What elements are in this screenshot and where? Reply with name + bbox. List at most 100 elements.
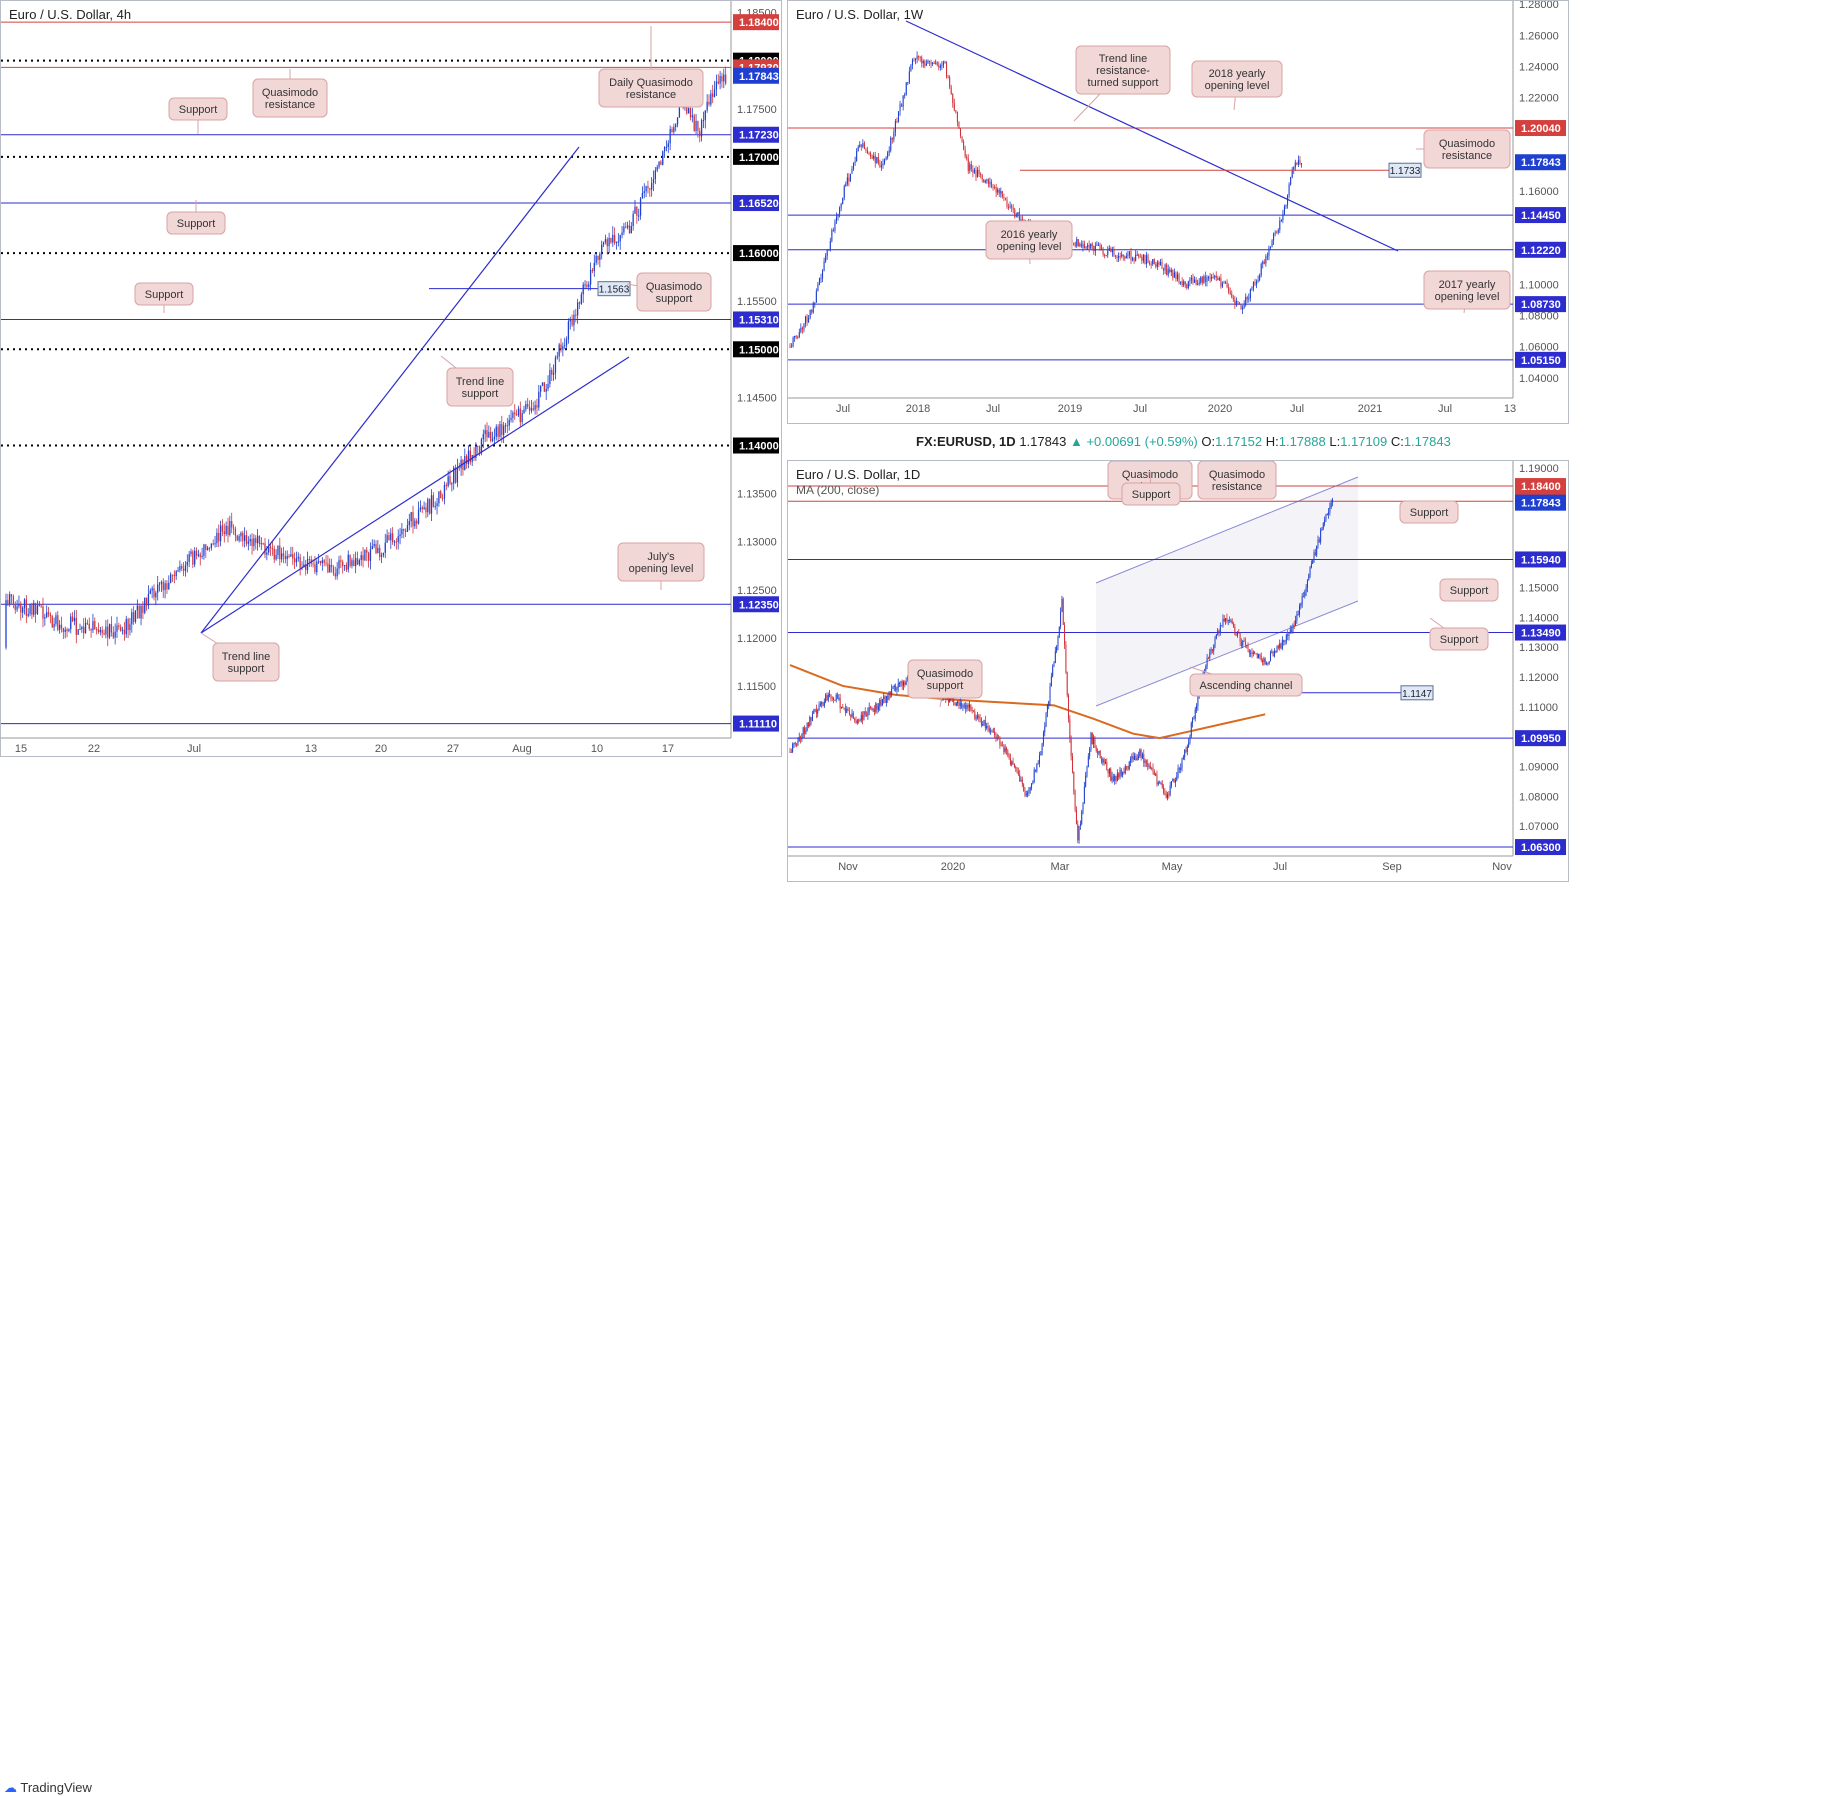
candle-body xyxy=(879,163,881,168)
candle-body xyxy=(375,543,377,554)
candle-body xyxy=(1285,634,1287,642)
candle-body xyxy=(1078,825,1080,841)
candle-body xyxy=(828,249,830,251)
level-tag-bg xyxy=(733,341,779,358)
h4-chart-svg[interactable]: 1.185001.175001.165001.155001.145001.135… xyxy=(1,1,781,756)
candle-body xyxy=(1082,803,1084,812)
candle-body xyxy=(1283,639,1285,643)
value-tag-bg xyxy=(1400,685,1434,701)
callout-text-line: Support xyxy=(1410,507,1449,519)
candle-body xyxy=(1148,766,1150,768)
candle-body xyxy=(199,554,201,557)
candle-body xyxy=(1098,750,1100,754)
candle-body xyxy=(991,730,993,732)
callout-box xyxy=(1423,270,1511,310)
candle-body xyxy=(527,403,529,407)
level-tag-bg xyxy=(1515,551,1566,568)
level-tag-bg xyxy=(733,245,779,262)
x-tick-label: Jul xyxy=(1273,861,1287,873)
candle-body xyxy=(1309,567,1311,575)
d1-chart-svg[interactable]: 1.19000 1.15000 1.14000 1.13000 1.12000 1.110… xyxy=(788,461,1568,881)
d1-chart-panel[interactable]: 1.19000 1.15000 1.14000 1.13000 1.12000 1.110… xyxy=(787,460,1569,882)
candle-body xyxy=(970,164,972,170)
candle-body xyxy=(401,529,403,535)
candle-body xyxy=(984,180,986,183)
callout-box xyxy=(907,659,983,699)
candle-body xyxy=(393,541,396,543)
candle-body xyxy=(797,336,799,338)
candle-body xyxy=(1173,778,1175,783)
tradingview-logo[interactable]: ☁ TradingView xyxy=(4,1780,92,1796)
callout-text: 2017 yearly opening level xyxy=(1435,279,1500,303)
candle-body xyxy=(699,131,701,137)
candle-body xyxy=(414,520,416,527)
w1-chart-panel[interactable]: 1.280001.260001.240001.220001.180001.160… xyxy=(787,0,1569,424)
candle-body xyxy=(440,491,442,499)
candle-body xyxy=(456,467,459,483)
candle-body xyxy=(525,403,527,410)
value-tag-label: 1.1147 xyxy=(1402,689,1432,700)
candle-body xyxy=(114,631,116,638)
candle-body xyxy=(96,629,98,631)
candle-body xyxy=(686,104,688,114)
candle-body xyxy=(59,624,61,630)
candle-body xyxy=(1119,769,1121,778)
candle-body xyxy=(177,570,179,572)
candle-body xyxy=(842,197,844,204)
candle-body xyxy=(486,430,488,438)
candle-body xyxy=(972,169,974,173)
value-tag-bg xyxy=(597,281,631,297)
candle-body xyxy=(1025,794,1027,796)
w1-chart-svg[interactable]: 1.280001.260001.240001.220001.180001.160… xyxy=(788,1,1568,423)
candle-body xyxy=(1172,778,1174,782)
candle-body xyxy=(369,549,372,561)
candle-body xyxy=(1197,695,1199,707)
callout-box xyxy=(1197,461,1277,500)
candle-body xyxy=(1184,749,1186,758)
candle-body xyxy=(371,546,373,550)
candle-body xyxy=(488,431,490,438)
callout-text: Support xyxy=(1410,507,1449,519)
candle-body xyxy=(1268,247,1270,256)
candle-body xyxy=(97,629,100,633)
candle-body xyxy=(1004,197,1006,200)
candle-body xyxy=(1247,645,1249,650)
callout-text-line: Trend line xyxy=(456,376,505,388)
candle-body xyxy=(621,232,623,236)
candle-body xyxy=(121,629,124,631)
candle-body xyxy=(64,629,66,632)
candle-body xyxy=(591,269,594,272)
x-tick-label: Nov xyxy=(838,861,858,873)
candle-body xyxy=(990,730,992,732)
candle-body xyxy=(247,541,249,544)
candle-body xyxy=(38,605,40,607)
candle-body xyxy=(608,237,610,247)
candle-body xyxy=(1180,767,1182,770)
candle-body xyxy=(1215,275,1217,279)
candle-body xyxy=(673,127,675,132)
candle-body xyxy=(999,737,1001,745)
candle-body xyxy=(536,405,538,408)
candle-body xyxy=(818,278,820,285)
candle-body xyxy=(312,563,314,565)
h4-chart-panel[interactable]: 1.185001.175001.165001.155001.145001.135… xyxy=(0,0,782,757)
candle-body xyxy=(1251,652,1253,654)
candle-body xyxy=(1293,625,1295,627)
candle-body xyxy=(358,560,360,565)
annotation-callout: Quasimodo support xyxy=(626,272,712,312)
candle-body xyxy=(695,120,697,131)
candle-body xyxy=(612,234,614,243)
candle-body xyxy=(1320,530,1322,543)
candle-body xyxy=(584,284,586,286)
annotation-callout: Support xyxy=(1439,578,1499,602)
candle-body xyxy=(1135,756,1137,760)
candle-body xyxy=(1122,771,1124,776)
candle-body xyxy=(282,553,285,556)
candle-body xyxy=(223,531,225,535)
candle-body xyxy=(888,691,890,700)
candle-body xyxy=(610,237,612,243)
candle-body xyxy=(906,676,908,682)
candle-body xyxy=(332,567,335,574)
candle-body xyxy=(469,450,471,462)
candle-body xyxy=(1212,276,1214,278)
